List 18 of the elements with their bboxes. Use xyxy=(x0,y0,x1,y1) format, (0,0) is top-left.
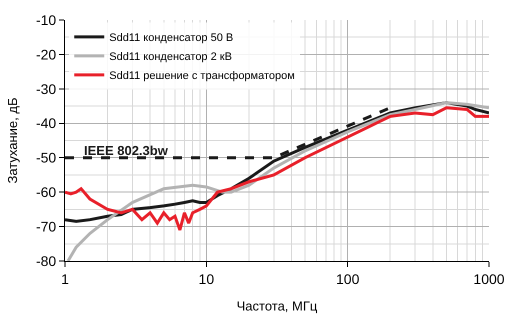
annotation: IEEE 802.3bw xyxy=(84,143,169,158)
x-tick-label: 1 xyxy=(61,270,70,287)
y-tick-label: -50 xyxy=(36,150,56,166)
x-tick-label: 1000 xyxy=(473,270,505,287)
legend-label: Sdd11 решение с трансформатором xyxy=(109,70,295,82)
legend-label: Sdd11 конденсатор 2 кВ xyxy=(109,51,232,64)
y-tick-label: -80 xyxy=(36,252,56,269)
y-tick-label: -60 xyxy=(36,184,56,200)
y-axis-title: Затухание, дБ xyxy=(4,98,20,184)
y-tick-label: -20 xyxy=(36,46,56,62)
y-tick-label: -30 xyxy=(36,80,56,97)
x-tick-label: 100 xyxy=(336,270,360,287)
y-tick-label: -40 xyxy=(36,115,56,132)
y-tick-label: -10 xyxy=(36,12,56,28)
legend-label: Sdd11 конденсатор 50 В xyxy=(109,32,234,44)
y-tick-label: -70 xyxy=(36,218,56,234)
x-axis-title: Частота, МГц xyxy=(236,298,318,314)
x-tick-label: 10 xyxy=(198,270,214,287)
